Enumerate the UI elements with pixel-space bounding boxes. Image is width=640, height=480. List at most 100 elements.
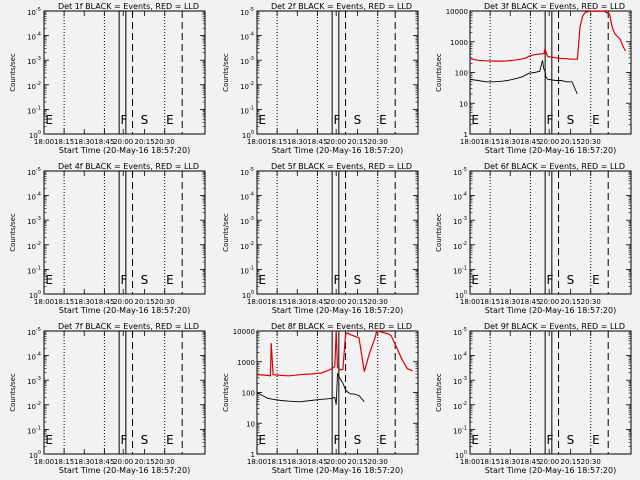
- y-tick-label: 10-2: [453, 241, 467, 251]
- plot-panel-4: Det 4f BLACK = Events, RED = LLD 10-5 10-4…: [9, 162, 206, 315]
- y-tick-label: 10-4: [27, 352, 41, 362]
- y-tick-label: 10-1: [240, 265, 254, 275]
- marker-label: E: [592, 433, 600, 447]
- x-tick-label: 18:15: [54, 458, 74, 466]
- x-axis-label: Start Time (20-May-16 18:57:20): [59, 466, 190, 475]
- marker-label: S: [354, 113, 362, 127]
- marker-label: E: [379, 273, 387, 287]
- y-tick-label: 10-3: [240, 56, 254, 66]
- y-tick-label: 10-5: [27, 327, 41, 337]
- y-tick-label: 10-1: [27, 105, 41, 115]
- x-tick-label: 18:00: [34, 458, 54, 466]
- marker-label: F: [120, 433, 127, 447]
- x-tick-label: 20:15: [135, 138, 155, 146]
- x-tick-label: 18:00: [247, 458, 267, 466]
- y-tick-label: 10-5: [240, 7, 254, 17]
- y-tick-label: 10-4: [453, 352, 467, 362]
- y-tick-label: 10-5: [453, 327, 467, 337]
- y-axis-label: Counts/sec: [435, 213, 443, 252]
- x-tick-label: 18:00: [247, 138, 267, 146]
- plot-panel-8: Det 8f BLACK = Events, RED = LLD 10000 100…: [222, 322, 419, 475]
- y-tick-label: 10000: [446, 8, 468, 16]
- x-tick-label: 20:00: [539, 458, 559, 466]
- x-tick-label: 20:00: [326, 298, 346, 306]
- y-tick-label: 10-2: [27, 241, 41, 251]
- plot-panel-1: Det 1f BLACK = Events, RED = LLD 10-5 10-4…: [9, 2, 206, 155]
- y-tick-label: 10-3: [27, 216, 41, 226]
- y-axis-label: Counts/sec: [222, 373, 230, 412]
- y-tick-label: 10000: [233, 328, 255, 336]
- x-axis-label: Start Time (20-May-16 18:57:20): [59, 146, 190, 155]
- marker-label: S: [567, 433, 575, 447]
- y-tick-label: 10-4: [240, 192, 254, 202]
- marker-label: E: [379, 113, 387, 127]
- y-tick-label: 10-3: [27, 376, 41, 386]
- marker-label: E: [592, 113, 600, 127]
- plot-title: Det 4f BLACK = Events, RED = LLD: [58, 162, 199, 171]
- marker-label: E: [166, 433, 174, 447]
- y-tick-label: 1: [464, 131, 468, 139]
- x-axis-label: Start Time (20-May-16 18:57:20): [272, 306, 403, 315]
- x-tick-label: 20:30: [368, 138, 388, 146]
- x-axis-label: Start Time (20-May-16 18:57:20): [485, 466, 616, 475]
- x-tick-label: 18:45: [307, 298, 327, 306]
- x-tick-label: 20:15: [348, 298, 368, 306]
- marker-label: F: [333, 273, 340, 287]
- x-tick-label: 18:30: [287, 138, 307, 146]
- x-tick-label: 20:30: [368, 298, 388, 306]
- y-tick-label: 1000: [450, 39, 468, 47]
- x-tick-label: 20:15: [561, 138, 581, 146]
- marker-label: E: [258, 433, 266, 447]
- y-tick-label: 10-5: [453, 167, 467, 177]
- x-tick-label: 20:15: [348, 138, 368, 146]
- x-tick-label: 20:15: [561, 298, 581, 306]
- series-line-b: [469, 60, 578, 95]
- marker-label: S: [354, 433, 362, 447]
- y-tick-label: 10-3: [240, 216, 254, 226]
- y-tick-label: 10-3: [27, 56, 41, 66]
- y-tick-label: 10-3: [453, 216, 467, 226]
- x-tick-label: 18:30: [500, 458, 520, 466]
- series-line-a: [469, 10, 627, 62]
- x-tick-label: 20:00: [113, 138, 133, 146]
- y-tick-label: 10-4: [240, 32, 254, 42]
- x-axis-label: Start Time (20-May-16 18:57:20): [485, 146, 616, 155]
- plot-frame: [43, 10, 206, 135]
- y-axis-label: Counts/sec: [222, 53, 230, 92]
- y-tick-label: 10-5: [27, 167, 41, 177]
- y-axis-label: Counts/sec: [435, 53, 443, 92]
- y-tick-label: 10: [459, 100, 468, 108]
- x-tick-label: 20:15: [135, 458, 155, 466]
- x-tick-label: 18:00: [460, 458, 480, 466]
- x-tick-label: 20:00: [539, 138, 559, 146]
- plot-frame: [469, 170, 632, 295]
- x-axis-label: Start Time (20-May-16 18:57:20): [272, 466, 403, 475]
- y-axis-label: Counts/sec: [435, 373, 443, 412]
- y-tick-label: 100: [242, 290, 254, 300]
- plot-panel-6: Det 6f BLACK = Events, RED = LLD 10-5 10-4…: [435, 162, 632, 315]
- y-tick-label: 10: [246, 420, 255, 428]
- y-tick-label: 100: [242, 390, 255, 398]
- x-tick-label: 20:00: [326, 138, 346, 146]
- y-tick-label: 10-5: [27, 7, 41, 17]
- plot-panel-5: Det 5f BLACK = Events, RED = LLD 10-5 10-4…: [222, 162, 419, 315]
- x-tick-label: 18:00: [34, 298, 54, 306]
- plot-title: Det 7f BLACK = Events, RED = LLD: [58, 322, 199, 331]
- marker-label: S: [141, 433, 149, 447]
- marker-label: S: [567, 273, 575, 287]
- series-line-b: [256, 372, 365, 405]
- y-tick-label: 10-4: [453, 192, 467, 202]
- y-tick-label: 10-1: [27, 425, 41, 435]
- y-axis-label: Counts/sec: [9, 53, 17, 92]
- x-tick-label: 18:15: [267, 138, 287, 146]
- marker-label: E: [258, 273, 266, 287]
- x-tick-label: 20:30: [581, 298, 601, 306]
- y-tick-label: 100: [455, 290, 467, 300]
- x-tick-label: 20:00: [326, 458, 346, 466]
- x-tick-label: 18:30: [500, 298, 520, 306]
- plot-frame: [256, 10, 419, 135]
- marker-label: E: [166, 113, 174, 127]
- x-tick-label: 18:00: [460, 138, 480, 146]
- y-tick-label: 10-1: [27, 265, 41, 275]
- plot-title: Det 9f BLACK = Events, RED = LLD: [484, 322, 625, 331]
